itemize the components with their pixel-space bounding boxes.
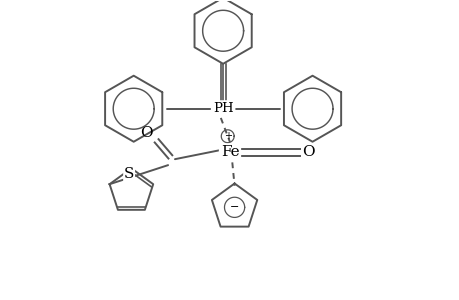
Text: −: − [230, 202, 239, 212]
Text: +: + [223, 131, 231, 141]
Text: O: O [140, 126, 152, 140]
Text: Fe: Fe [220, 145, 239, 159]
Text: O: O [302, 145, 314, 159]
Text: S: S [123, 167, 134, 181]
Text: PH: PH [213, 102, 233, 115]
